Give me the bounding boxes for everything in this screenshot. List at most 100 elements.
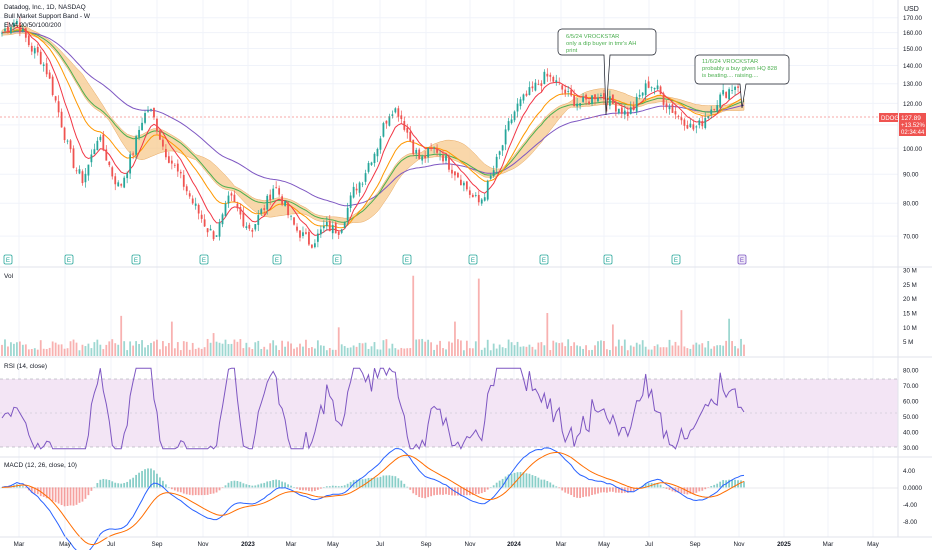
volume-bar [457, 339, 459, 356]
candle-body [159, 130, 161, 140]
macd-hist-bar [728, 479, 730, 488]
candle-body [725, 92, 728, 98]
volume-bar [570, 345, 573, 356]
candle-body [108, 161, 111, 166]
macd-hist-bar [391, 475, 394, 488]
macd-hist-bar [132, 477, 135, 488]
candle-body [343, 222, 346, 228]
volume-bar [611, 324, 614, 356]
candle-body [540, 83, 543, 86]
candle-body [561, 85, 564, 90]
candle-body [656, 85, 659, 90]
earnings-marker-label: E [202, 257, 206, 264]
macd-hist-bar [60, 487, 63, 506]
candle-body [266, 195, 269, 210]
ema100-line [1, 30, 745, 223]
macd-hist-bar [668, 487, 671, 490]
earnings-marker-label: E [542, 257, 546, 264]
earnings-marker-label: E [275, 257, 279, 264]
macd-hist-bar [209, 487, 212, 494]
volume-bar [567, 339, 570, 356]
time-tick-label: Nov [197, 541, 209, 548]
rsi-axis[interactable]: 80.00 70.00 60.00 50.00 40.00 30.00 [903, 367, 919, 452]
candle-body [230, 193, 233, 196]
volume-bar [671, 345, 674, 356]
macd-hist-bar [617, 487, 620, 493]
volume-bar [254, 342, 257, 356]
volume-bar [689, 348, 692, 356]
candle-body [665, 103, 668, 108]
volume-bar [84, 346, 87, 356]
candle-body [179, 171, 182, 174]
volume-bar [629, 345, 632, 356]
candle-body [361, 183, 364, 185]
candle-body [212, 231, 215, 240]
candle-body [555, 80, 558, 82]
volume-bar [42, 348, 45, 356]
volume-bar [585, 345, 587, 356]
candle-body [504, 129, 507, 145]
volume-bar [412, 275, 415, 356]
macd-hist-bar [224, 485, 227, 488]
macd-hist-bar [576, 487, 579, 498]
candle-body [4, 28, 6, 31]
macd-hist-bar [525, 473, 528, 488]
macd-hist-bar [531, 475, 534, 488]
volume-axis[interactable]: 30 M 25 M 20 M 15 M 10 M 5 M [903, 268, 917, 347]
volume-bar [582, 348, 584, 356]
candle-body [600, 95, 602, 96]
price-tick-label: 120.00 [903, 101, 922, 108]
volume-bar [591, 349, 593, 356]
price-tick-label: 100.00 [903, 146, 922, 153]
time-axis[interactable]: Mar May Jul Sep Nov 2023 Mar May Jul Sep Nov 2024 Ma… [14, 541, 880, 548]
volume-bar [638, 344, 641, 356]
annotation-callout-1[interactable]: 6/5/24 VROCKSTAR only a dip buyer in tmr… [557, 28, 657, 116]
volume-tick-label: 25 M [903, 282, 917, 289]
macd-hist-bar [537, 477, 540, 488]
volume-bar [153, 341, 155, 356]
candle-body [84, 173, 87, 183]
candle-body [200, 214, 203, 219]
volume-bar [10, 342, 12, 356]
volume-bar [170, 321, 173, 356]
volume-bar [179, 350, 182, 356]
volume-bar [129, 341, 132, 356]
time-tick-label: May [598, 541, 611, 548]
macd-hist-bar [78, 487, 81, 503]
macd-hist-bar [263, 482, 266, 488]
macd-hist-bar [254, 485, 257, 488]
earnings-marker-label: E [6, 257, 10, 264]
volume-bar [156, 339, 158, 356]
volume-bar [135, 341, 137, 356]
price-tick-label: 160.00 [903, 30, 922, 37]
price-tag-symbol: DDOG [881, 116, 899, 122]
candle-body [355, 188, 358, 191]
volume-bar [620, 345, 623, 356]
price-tick-label: 90.00 [903, 172, 919, 179]
macd-hist-bar [543, 479, 546, 488]
annotation-callout-2[interactable]: 11/6/24 VROCKSTAR probably a buy given H… [694, 54, 790, 109]
volume-bar [394, 348, 397, 356]
volume-bar [528, 344, 531, 356]
volume-bar [692, 344, 695, 356]
macd-hist-bar [740, 480, 742, 488]
macd-hist-bar [507, 474, 510, 488]
volume-bar [245, 342, 248, 356]
macd-hist-bar [331, 485, 334, 488]
volume-bar [206, 338, 209, 356]
macd-hist-bar [489, 487, 492, 488]
macd-axis[interactable]: 4.00 0.0000 -4.00 -8.00 [903, 468, 922, 526]
volume-bar [397, 349, 400, 356]
candle-body [531, 86, 534, 89]
volume-bars [1, 275, 745, 356]
price-tick-label: 70.00 [903, 234, 919, 241]
candle-body [45, 63, 48, 75]
candle-body [254, 224, 257, 230]
candle-body [588, 101, 590, 105]
candle-body [558, 82, 561, 83]
macd-hist-bar [84, 487, 87, 499]
candle-body [284, 200, 286, 206]
macd-hist-bar [462, 487, 465, 496]
